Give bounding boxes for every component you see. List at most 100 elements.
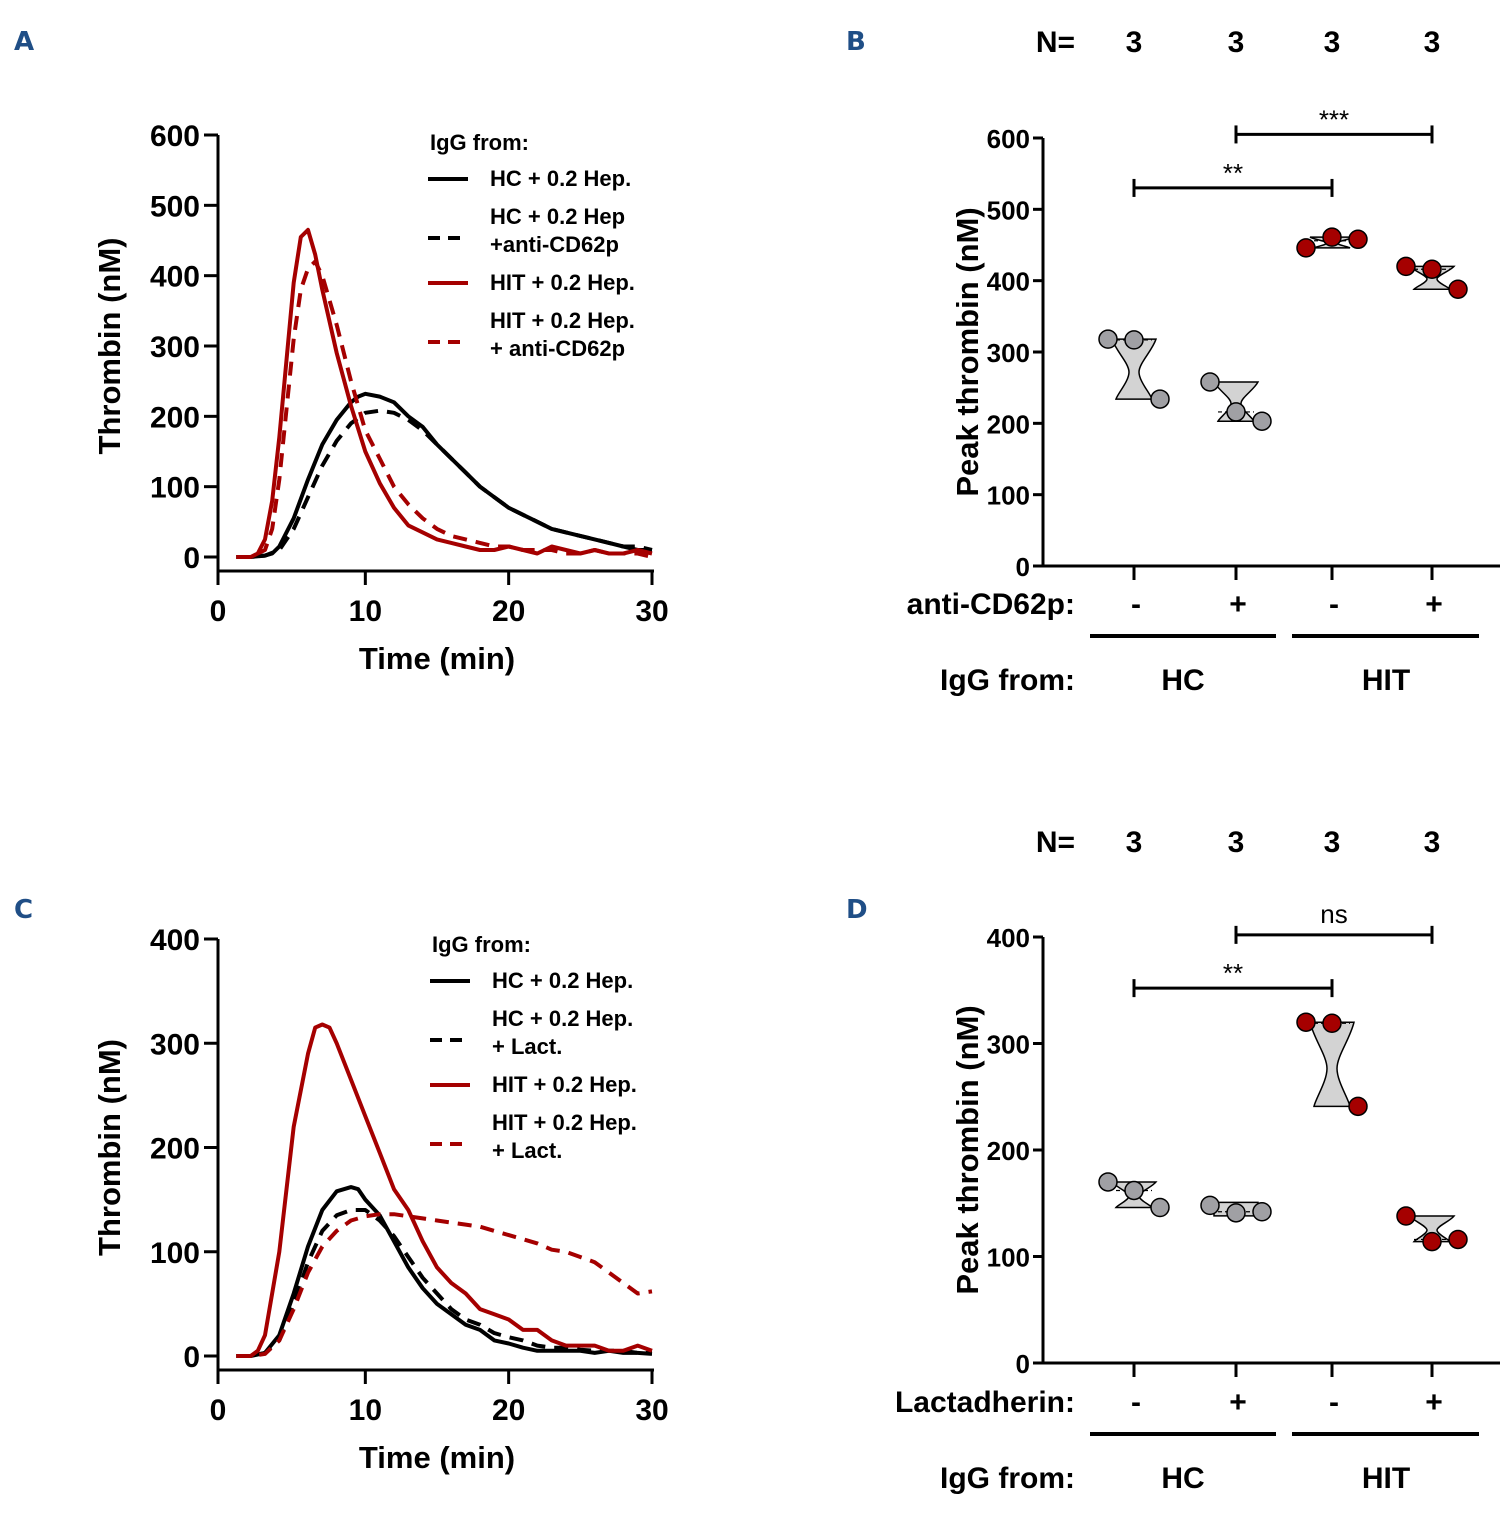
data-point [1448, 279, 1468, 299]
n-value: 3 [1126, 26, 1143, 59]
n-value: 3 [1324, 826, 1341, 859]
n-value: 3 [1228, 826, 1245, 859]
panel-letter-a: A [14, 27, 34, 57]
legend-label-2: + Lact. [492, 1034, 562, 1059]
group-name-hc: HC [1161, 664, 1204, 697]
data-point [1348, 229, 1368, 250]
group-label: IgG from: [940, 664, 1075, 697]
treatment-label: anti-CD62p: [907, 588, 1075, 621]
y-tick-label: 400 [150, 261, 200, 294]
y-tick-label: 200 [987, 409, 1030, 439]
y-tick-label: 400 [987, 267, 1030, 297]
y-tick-label: 400 [150, 924, 200, 957]
y-tick-label: 300 [150, 331, 200, 364]
y-tick-label: 500 [987, 195, 1030, 225]
data-point [1448, 1229, 1468, 1250]
legend-label-3: HIT + 0.2 Hep. [490, 270, 635, 295]
n-value: 3 [1424, 826, 1441, 859]
data-point [1296, 1012, 1316, 1032]
treatment-value: + [1425, 588, 1443, 621]
x-tick-label: 0 [210, 595, 227, 628]
legend: IgG from: HC + 0.2 Hep. HC + 0.2 Hep +anti-… [428, 130, 635, 361]
data-point [1322, 1013, 1342, 1034]
data-point [1200, 372, 1220, 392]
chart-d-peak-thrombin: 0 100 200 300 400 Peak thrombin (nM) N= 3 3 3 3 Lac… [895, 826, 1500, 1495]
legend-label-4: HIT + 0.2 Hep. [490, 308, 635, 333]
y-tick-label: 600 [987, 124, 1030, 154]
treatment-value: - [1329, 588, 1339, 621]
series-line-1 [236, 1185, 653, 1358]
x-tick-label: 30 [635, 1394, 668, 1427]
y-tick-label: 400 [987, 923, 1030, 953]
treatment-value: + [1425, 1386, 1443, 1419]
data-point [1124, 330, 1144, 350]
data-point [1396, 256, 1416, 277]
legend-label-1: HC + 0.2 Hep. [490, 166, 631, 191]
y-tick-label: 200 [150, 1133, 200, 1166]
series-line-4 [236, 259, 653, 559]
y-tick-label: 0 [183, 1341, 200, 1374]
series-line-3 [236, 227, 653, 559]
y-tick-label: 100 [150, 472, 200, 505]
data-point [1252, 1202, 1272, 1222]
legend-label-4: HIT + 0.2 Hep. [492, 1110, 637, 1135]
data-point [1098, 329, 1118, 349]
data-point [1150, 389, 1170, 409]
y-tick-label: 100 [987, 1243, 1030, 1273]
y-tick-label: 300 [987, 1030, 1030, 1060]
chart-a-thrombin-time-course: 0 100 200 300 400 500 600 0 10 20 30 Time (min) Thro… [92, 120, 669, 676]
treatment-value: - [1131, 588, 1141, 621]
y-tick-label: 600 [150, 120, 200, 153]
significance-label: ** [1223, 158, 1243, 188]
legend-label-2: HC + 0.2 Hep. [492, 1006, 633, 1031]
group-name-hit: HIT [1362, 664, 1410, 697]
data-point [1150, 1197, 1170, 1218]
n-value: 3 [1424, 26, 1441, 59]
y-axis-title: Peak thrombin (nM) [950, 1005, 985, 1294]
data-point [1098, 1172, 1118, 1192]
y-tick-label: 0 [1016, 552, 1030, 582]
legend-label-1: HC + 0.2 Hep. [492, 968, 633, 993]
significance-label: ** [1223, 958, 1243, 988]
x-tick-label: 0 [210, 1394, 227, 1427]
data-point [1422, 1231, 1442, 1252]
legend-label-2: +anti-CD62p [490, 232, 619, 257]
x-tick-label: 10 [349, 1394, 382, 1427]
legend-label-4: + anti-CD62p [490, 336, 625, 361]
x-axis-title: Time (min) [359, 1440, 515, 1475]
data-point [1124, 1180, 1144, 1201]
series-line-3 [236, 1022, 653, 1358]
x-tick-label: 20 [492, 1394, 525, 1427]
panel-letter-b: B [846, 27, 866, 57]
violin-3 [1309, 1021, 1355, 1108]
legend-label-4: + Lact. [492, 1138, 562, 1163]
series-line-2 [236, 1208, 652, 1358]
data-point [1296, 238, 1316, 258]
legend-label-2: HC + 0.2 Hep [490, 204, 625, 229]
y-axis-title: Thrombin (nM) [92, 1039, 127, 1256]
y-tick-label: 100 [150, 1237, 200, 1270]
series-line-2 [236, 408, 653, 559]
legend-title: IgG from: [432, 932, 531, 957]
data-point [1396, 1206, 1416, 1226]
y-tick-label: 300 [987, 338, 1030, 368]
data-point [1200, 1195, 1220, 1216]
x-tick-label: 10 [349, 595, 382, 628]
x-tick-label: 20 [492, 595, 525, 628]
y-tick-label: 0 [183, 542, 200, 575]
chart-c-thrombin-time-course: 0 100 200 300 400 0 10 20 30 Time (min) Thrombin (… [92, 924, 669, 1475]
n-value: 3 [1324, 26, 1341, 59]
data-point [1252, 411, 1272, 431]
y-tick-label: 200 [150, 401, 200, 434]
x-tick-label: 30 [635, 595, 668, 628]
n-value: 3 [1126, 826, 1143, 859]
treatment-value: + [1229, 1386, 1247, 1419]
y-axis-title: Thrombin (nM) [92, 238, 127, 455]
group-name-hc: HC [1161, 1462, 1204, 1495]
y-tick-label: 200 [987, 1136, 1030, 1166]
y-tick-label: 300 [150, 1028, 200, 1061]
y-axis-title: Peak thrombin (nM) [950, 207, 985, 496]
n-label: N= [1036, 826, 1075, 859]
legend-title: IgG from: [430, 130, 529, 155]
